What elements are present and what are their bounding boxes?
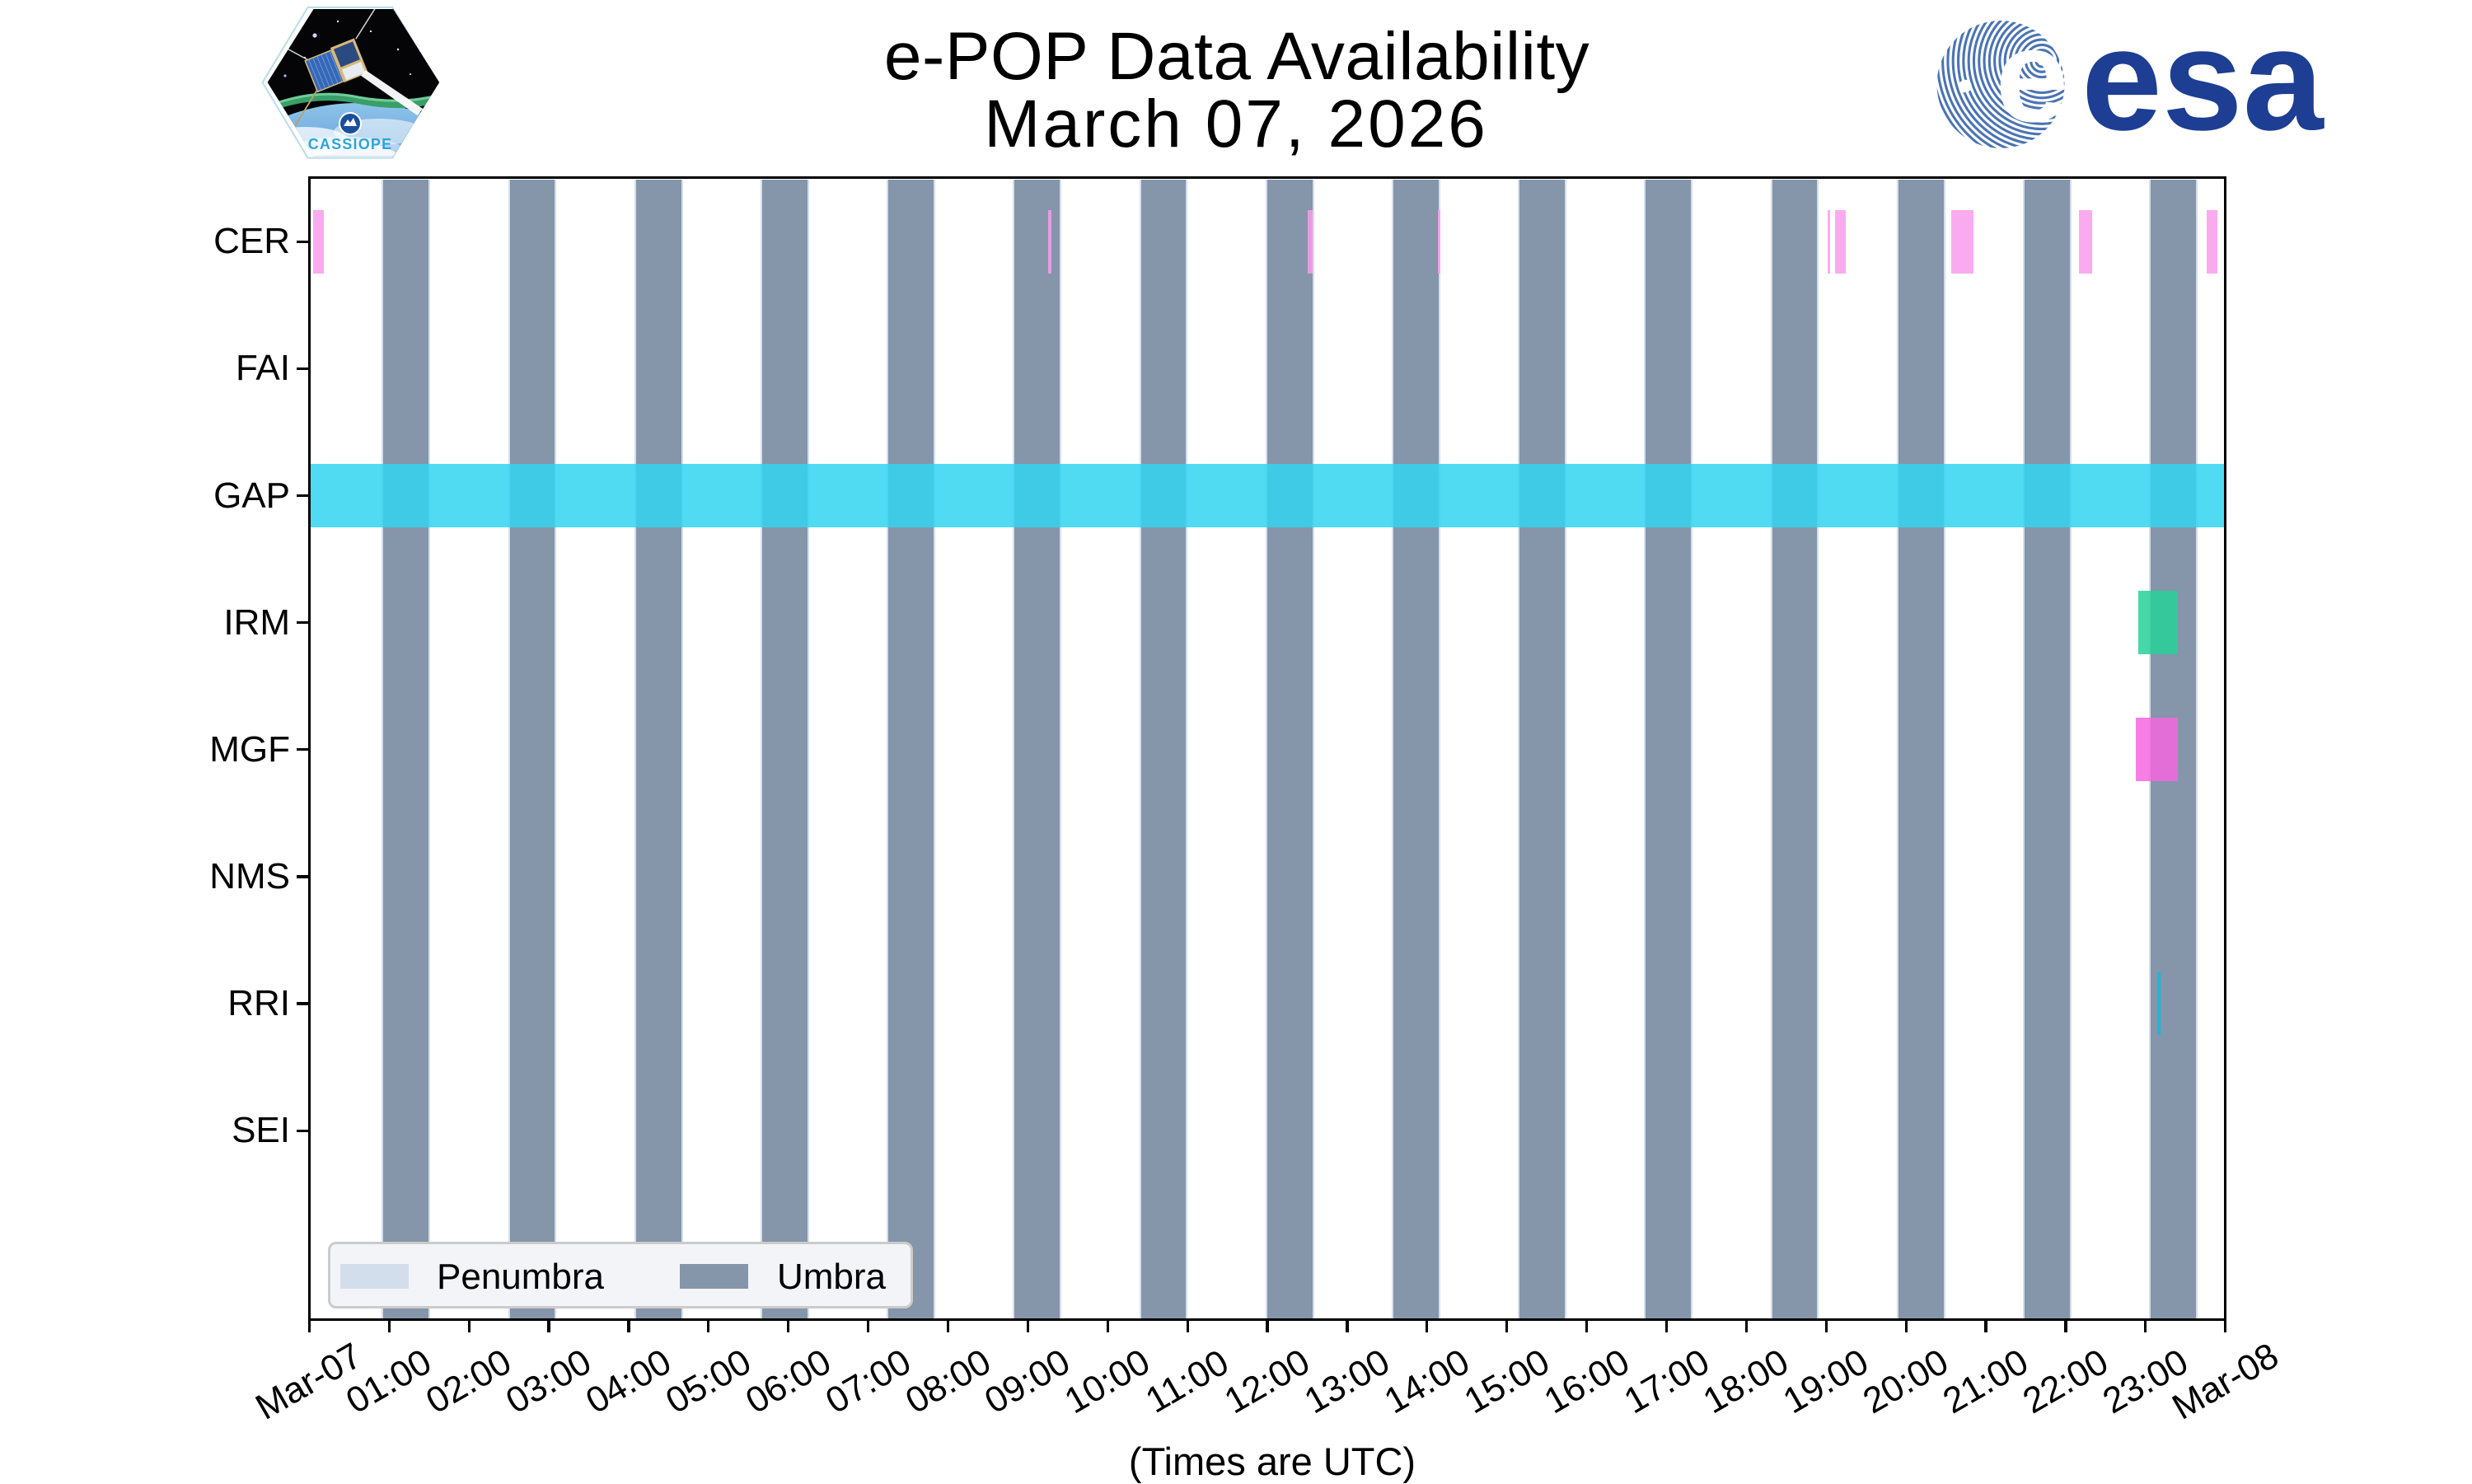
svg-text:CASSIOPE: CASSIOPE (308, 136, 393, 152)
svg-text:esa: esa (2081, 14, 2325, 158)
svg-text:e: e (1996, 14, 2069, 149)
